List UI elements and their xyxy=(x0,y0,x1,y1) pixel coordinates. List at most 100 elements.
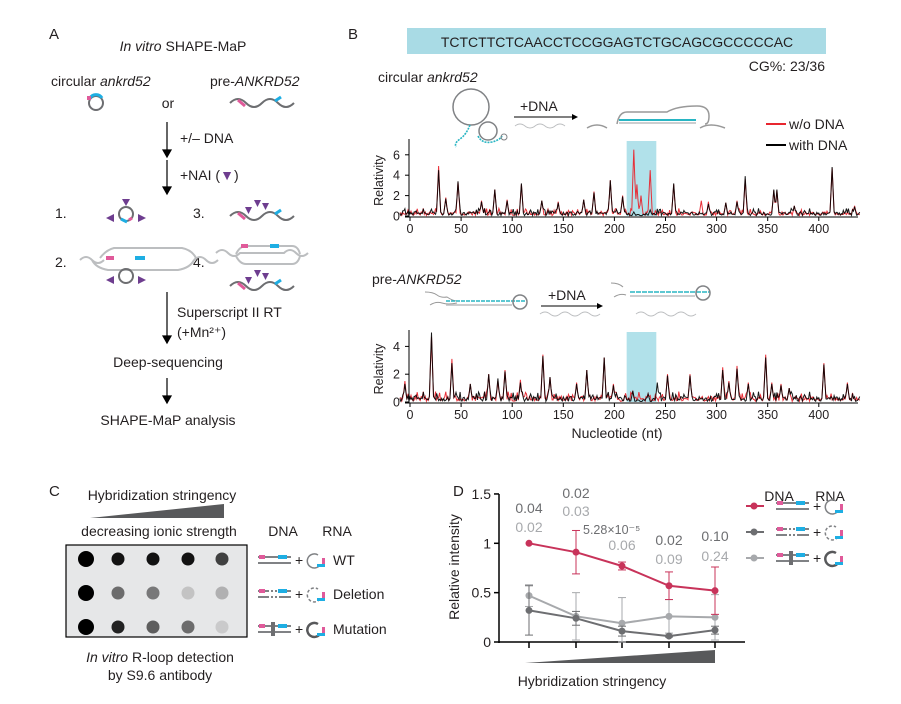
circular-structure-diagram xyxy=(452,88,726,148)
circular-rna-icon xyxy=(87,93,104,111)
legend-marker xyxy=(750,554,758,562)
p-value-wt-vs-deletion: 0.02 xyxy=(655,532,682,548)
legend: w/o DNA with DNA xyxy=(766,116,848,153)
x-axis-label: Hybridization stringency xyxy=(518,673,667,689)
blot-dot xyxy=(215,552,229,566)
pre-relativity-chart: 0 2 4 0 50 100 150 200 250 300 350 400 Relativity Nuc… xyxy=(372,330,861,441)
or-label: or xyxy=(162,95,175,111)
p-value-wt-vs-mutation: 0.09 xyxy=(655,551,682,567)
dna-pink-segment xyxy=(259,589,265,593)
legend-wo-dna: w/o DNA xyxy=(788,116,845,132)
y-tick-label: 0 xyxy=(483,634,491,650)
blot-dot xyxy=(78,551,94,567)
p-value-wt-vs-deletion: 0.04 xyxy=(515,500,542,516)
series-with-dna xyxy=(399,166,861,218)
blot-dot xyxy=(78,619,94,635)
dna-mutation-block xyxy=(271,622,275,636)
panel-c: C Hybridization stringency decreasing io… xyxy=(49,483,387,683)
data-point xyxy=(711,587,719,595)
circular-ankrd52-label: circular ankrd52 xyxy=(51,73,151,89)
deep-sequencing-step: Deep-sequencing xyxy=(113,354,223,370)
x-tick-label: 200 xyxy=(604,222,625,236)
rt-step: Superscript II RT xyxy=(177,304,282,320)
relative-intensity-chart: 0 0.5 1 1.5 Hybridization stringency Relative… xyxy=(446,485,745,689)
x-tick-label: 300 xyxy=(706,222,727,236)
pre-ankrd52-label: pre-ANKRD52 xyxy=(210,73,300,89)
p-value-wt-vs-deletion: 0.02 xyxy=(562,485,589,501)
x-tick-label: 150 xyxy=(553,408,574,422)
y-tick-label: 0 xyxy=(393,396,400,410)
target-sequence: TCTCTTCTCAACCTCCGGAGTCTGCAGCGCCCCCAC xyxy=(441,34,793,50)
y-tick-label: 2 xyxy=(393,368,400,382)
data-point xyxy=(572,614,580,622)
construct-legend: + WT + Deletion + Mutation xyxy=(258,552,387,639)
rna-header: RNA xyxy=(322,523,352,539)
y-tick-label: 4 xyxy=(393,340,400,354)
panel-b-letter: B xyxy=(348,26,358,43)
stringency-label: Hybridization stringency xyxy=(88,487,237,503)
dna-blue-segment xyxy=(796,501,805,505)
x-tick-label: 250 xyxy=(655,222,676,236)
d-legend: + + + xyxy=(746,498,843,568)
rna-blue-segment xyxy=(835,562,843,565)
p-value-wt-vs-deletion: 5.28×10⁻⁵ xyxy=(583,523,640,537)
x-tick-label: 50 xyxy=(454,408,468,422)
plus-sign: + xyxy=(813,524,821,540)
p-value-wt-vs-mutation: 0.02 xyxy=(515,519,542,535)
stringency-wedge xyxy=(90,504,224,518)
panel-c-letter: C xyxy=(49,483,60,500)
blot-dot xyxy=(181,552,195,566)
state-3-label: 3. xyxy=(193,205,205,221)
data-point xyxy=(525,539,533,547)
dna-pink-segment xyxy=(777,501,783,505)
x-tick-label: 100 xyxy=(502,222,523,236)
blot-dot xyxy=(146,620,160,634)
rna-pink-segment xyxy=(840,504,843,510)
blot-dot xyxy=(78,585,94,601)
x-tick-label: 150 xyxy=(553,222,574,236)
construct-label-deletion: Deletion xyxy=(333,586,384,602)
blot-caption-1: In vitro R-loop detection xyxy=(86,649,234,665)
blot-dot xyxy=(111,552,125,566)
x-tick-label: 300 xyxy=(706,408,727,422)
dna-pink-segment xyxy=(777,527,783,531)
rna-circle-icon xyxy=(306,553,321,569)
x-tick-label: 250 xyxy=(655,408,676,422)
plus-dna-label-2: +DNA xyxy=(548,287,586,303)
d-dna-header: DNA xyxy=(764,488,794,504)
x-tick-label: 350 xyxy=(757,222,778,236)
state-1-diagram xyxy=(106,199,146,224)
linear-rna-icon xyxy=(229,95,295,108)
y-tick-label: 4 xyxy=(393,169,400,183)
plus-sign: + xyxy=(295,586,303,602)
pre-ankrd52-title: pre-ANKRD52 xyxy=(372,271,462,287)
highlight-region xyxy=(626,332,657,402)
step-dna: +/– DNA xyxy=(180,130,234,146)
ionic-strength-label: decreasing ionic strength xyxy=(81,523,237,539)
x-axis-label: Nucleotide (nt) xyxy=(571,425,662,441)
rna-circle-icon xyxy=(306,621,322,639)
data-point xyxy=(665,612,673,620)
p-value-wt-vs-mutation: 0.06 xyxy=(608,537,635,553)
rna-blue-segment xyxy=(835,536,843,539)
data-point xyxy=(711,626,719,634)
data-point xyxy=(711,613,719,621)
state-3-diagram xyxy=(229,200,295,221)
dna-blue-segment xyxy=(278,555,287,559)
dna-pink-segment xyxy=(259,624,265,628)
step-nai: +NAI (▼) xyxy=(180,167,239,183)
legend-with-dna: with DNA xyxy=(788,137,848,153)
mn-step: (+Mn²⁺) xyxy=(177,324,226,340)
panel-a-title: In vitro SHAPE-MaP xyxy=(120,38,247,54)
y-axis-label: Relative intensity xyxy=(446,514,462,620)
x-tick-label: 100 xyxy=(502,408,523,422)
data-point xyxy=(665,632,673,640)
x-tick-label: 200 xyxy=(604,408,625,422)
rna-blue-segment xyxy=(317,633,325,636)
flow-arrows xyxy=(161,122,173,405)
blot-dot xyxy=(181,586,195,600)
x-tick-label: 0 xyxy=(407,222,414,236)
blot-dot xyxy=(146,586,160,600)
plus-sign: + xyxy=(295,621,303,637)
legend-marker xyxy=(750,528,758,536)
